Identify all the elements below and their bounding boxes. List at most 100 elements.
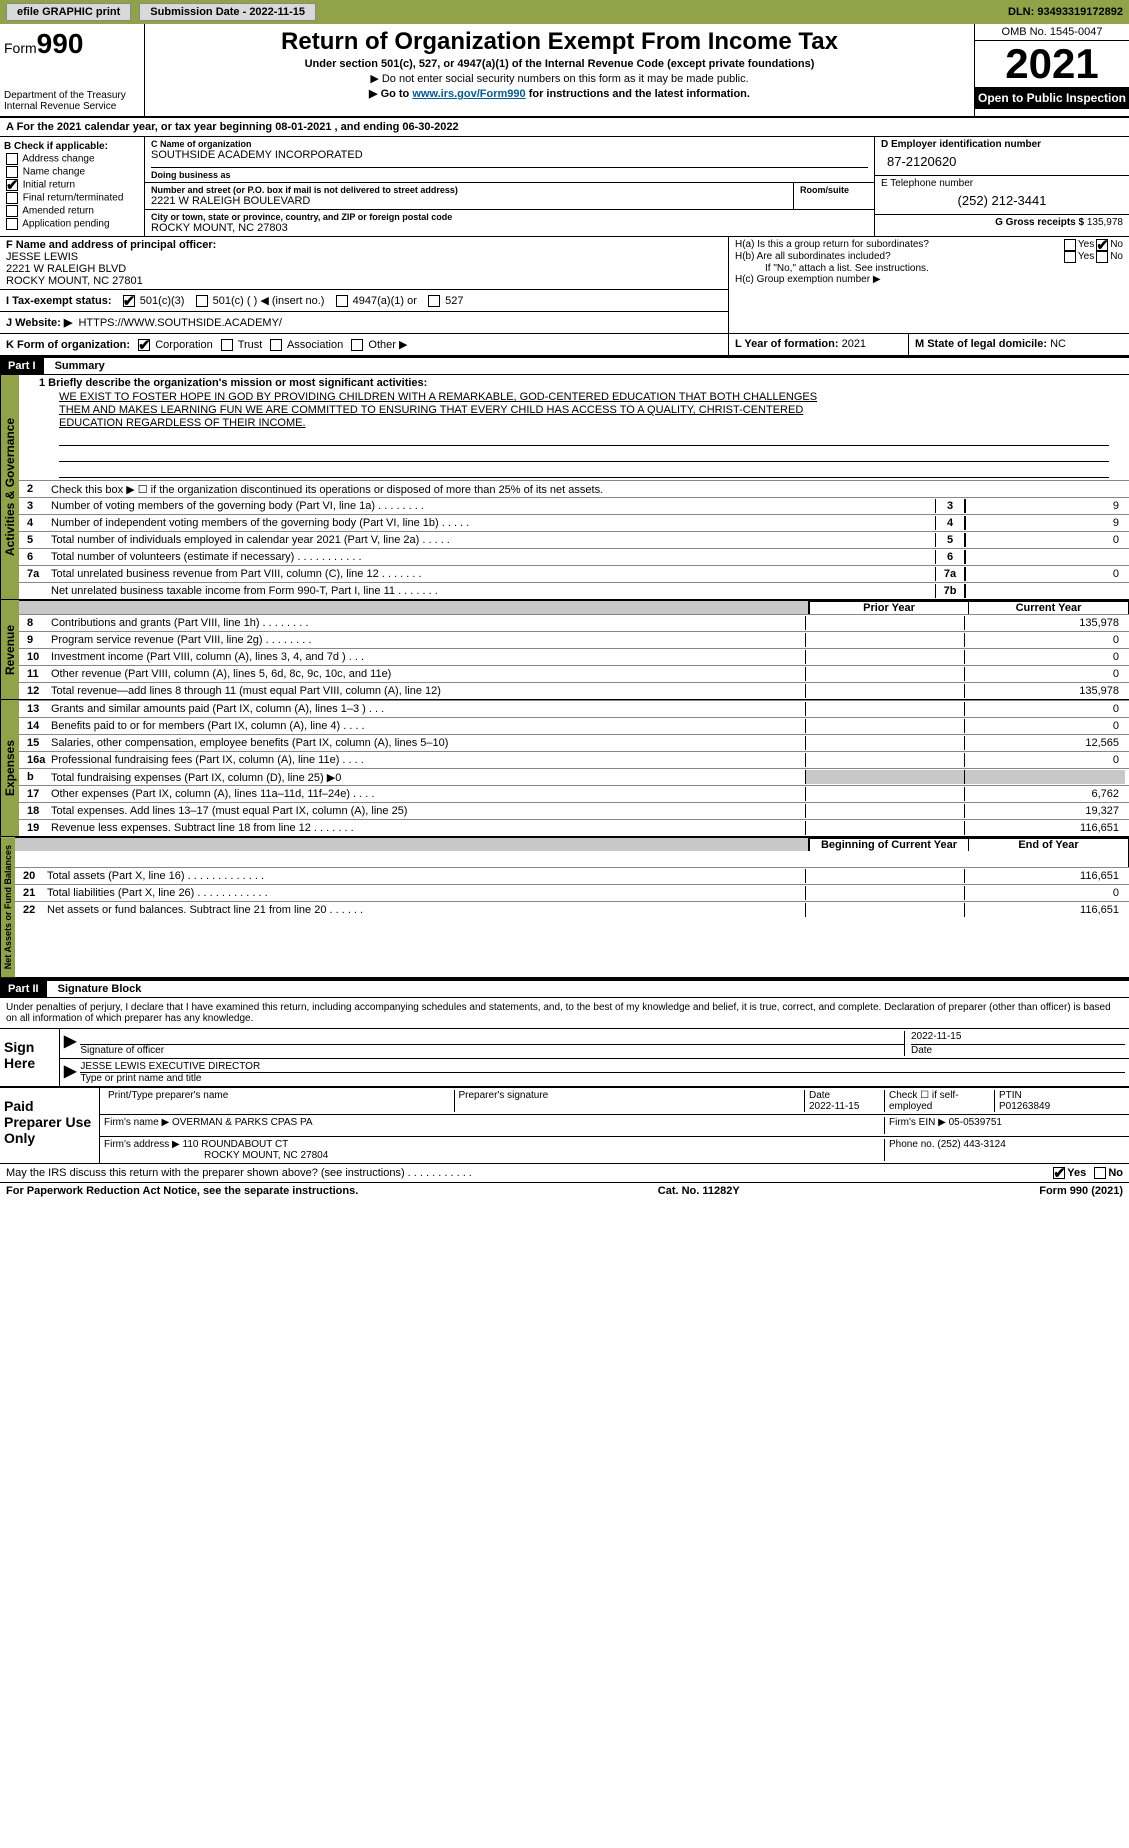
sig-officer-line: ▶ Signature of officer 2022-11-15 Date	[60, 1029, 1129, 1059]
domicile: NC	[1050, 338, 1066, 350]
hb-no[interactable]	[1096, 251, 1108, 263]
prep-sig-label: Preparer's signature	[459, 1090, 801, 1101]
website-value: HTTPS://WWW.SOUTHSIDE.ACADEMY/	[78, 317, 282, 329]
org-name: SOUTHSIDE ACADEMY INCORPORATED	[151, 149, 868, 161]
ck-trust[interactable]	[221, 339, 233, 351]
form-subtitle-3: ▶ Go to www.irs.gov/Form990 for instruct…	[155, 87, 964, 100]
line-9: 9Program service revenue (Part VIII, lin…	[19, 631, 1129, 648]
prep-date-label: Date	[809, 1090, 880, 1101]
form-title: Return of Organization Exempt From Incom…	[155, 28, 964, 56]
line-17: 17Other expenses (Part IX, column (A), l…	[19, 785, 1129, 802]
part2-title: Signature Block	[50, 981, 150, 997]
ptin-value: P01263849	[999, 1101, 1121, 1112]
city-value: ROCKY MOUNT, NC 27803	[151, 222, 868, 234]
officer-addr2: ROCKY MOUNT, NC 27801	[6, 275, 722, 287]
box-g: G Gross receipts $ 135,978	[875, 215, 1129, 230]
goto-pre: ▶ Go to	[369, 88, 412, 100]
fh-block: F Name and address of principal officer:…	[0, 237, 1129, 334]
part2-badge: Part II	[0, 981, 47, 997]
gov-line-7a: 7aTotal unrelated business revenue from …	[19, 565, 1129, 582]
phone-value: (252) 212-3441	[881, 189, 1123, 212]
efile-label: efile GRAPHIC print	[6, 3, 131, 21]
part1-title: Summary	[47, 358, 113, 374]
firm-name-label: Firm's name ▶	[104, 1117, 169, 1128]
form-num: 990	[37, 28, 84, 59]
org-name-sec: C Name of organization SOUTHSIDE ACADEMY…	[145, 137, 874, 183]
discuss-no[interactable]	[1094, 1167, 1106, 1179]
box-deg: D Employer identification number 87-2120…	[874, 137, 1129, 236]
sign-here-block: Sign Here ▶ Signature of officer 2022-11…	[0, 1028, 1129, 1086]
addr-label: Number and street (or P.O. box if mail i…	[151, 185, 787, 195]
footer: For Paperwork Reduction Act Notice, see …	[0, 1182, 1129, 1199]
dln: DLN: 93493319172892	[1008, 6, 1123, 18]
ck-assoc[interactable]	[270, 339, 282, 351]
ha-yes[interactable]	[1064, 239, 1076, 251]
room-label: Room/suite	[800, 185, 868, 195]
domicile-label: M State of legal domicile:	[915, 338, 1047, 350]
form-subtitle-1: Under section 501(c), 527, or 4947(a)(1)…	[155, 58, 964, 70]
dba-label: Doing business as	[151, 167, 868, 180]
header-right: OMB No. 1545-0047 2021 Open to Public In…	[974, 24, 1129, 116]
box-e: E Telephone number (252) 212-3441	[875, 176, 1129, 215]
website-label: J Website: ▶	[6, 317, 72, 329]
hb-yes[interactable]	[1064, 251, 1076, 263]
mission-text: WE EXIST TO FOSTER HOPE IN GOD BY PROVID…	[19, 389, 1129, 432]
ck-527[interactable]	[428, 295, 440, 307]
officer-addr1: 2221 W RALEIGH BLVD	[6, 263, 722, 275]
irs-link[interactable]: www.irs.gov/Form990	[412, 88, 525, 100]
discuss-label: May the IRS discuss this return with the…	[6, 1167, 1051, 1179]
line-21: 21Total liabilities (Part X, line 26) . …	[15, 884, 1129, 901]
line-20: 20Total assets (Part X, line 16) . . . .…	[15, 867, 1129, 884]
line-12: 12Total revenue—add lines 8 through 11 (…	[19, 682, 1129, 699]
ck-application-pending[interactable]: Application pending	[4, 218, 140, 230]
paid-preparer-block: Paid Preparer Use Only Print/Type prepar…	[0, 1086, 1129, 1163]
form-header: Form990 Department of the Treasury Inter…	[0, 24, 1129, 118]
ck-501c3[interactable]	[123, 295, 135, 307]
firm-name-row: Firm's name ▶ OVERMAN & PARKS CPAS PA Fi…	[100, 1115, 1129, 1137]
box-l: L Year of formation: 2021	[729, 334, 909, 355]
ck-final-return[interactable]: Final return/terminated	[4, 192, 140, 204]
tax-status-label: I Tax-exempt status:	[6, 295, 112, 307]
calendar-year-line: A For the 2021 calendar year, or tax yea…	[0, 118, 1129, 137]
ck-address-change[interactable]: Address change	[4, 153, 140, 165]
section-governance: Activities & Governance 1 Briefly descri…	[0, 375, 1129, 600]
ck-other[interactable]	[351, 339, 363, 351]
line-13: 13Grants and similar amounts paid (Part …	[19, 700, 1129, 717]
ck-corp[interactable]	[138, 339, 150, 351]
ck-amended[interactable]: Amended return	[4, 205, 140, 217]
ha-label: H(a) Is this a group return for subordin…	[735, 239, 1062, 251]
ck-name-change[interactable]: Name change	[4, 166, 140, 178]
submission-date: Submission Date - 2022-11-15	[139, 3, 316, 21]
hdr-prior-year: Prior Year	[809, 601, 969, 614]
perjury-declaration: Under penalties of perjury, I declare th…	[0, 998, 1129, 1028]
box-b-title: B Check if applicable:	[4, 141, 140, 152]
open-to-public: Open to Public Inspection	[975, 87, 1129, 109]
form-org-label: K Form of organization:	[6, 339, 130, 351]
preparer-row1: Print/Type preparer's name Preparer's si…	[100, 1088, 1129, 1115]
blank-line-2	[59, 448, 1109, 462]
box-b: B Check if applicable: Address change Na…	[0, 137, 145, 236]
gov-line-3: 3Number of voting members of the governi…	[19, 497, 1129, 514]
box-h: H(a) Is this a group return for subordin…	[729, 237, 1129, 333]
gross-value: 135,978	[1087, 217, 1123, 228]
blank-line-3	[59, 464, 1109, 478]
identity-block: B Check if applicable: Address change Na…	[0, 137, 1129, 237]
box-i: I Tax-exempt status: 501(c)(3) 501(c) ( …	[0, 290, 728, 312]
part1-badge: Part I	[0, 358, 44, 374]
mission-l3: EDUCATION REGARDLESS OF THEIR INCOME.	[59, 417, 1109, 429]
firm-phone-label: Phone no.	[889, 1139, 935, 1150]
ck-4947[interactable]	[336, 295, 348, 307]
sign-here-label: Sign Here	[0, 1029, 60, 1086]
ha-no[interactable]	[1096, 239, 1108, 251]
ck-initial-return[interactable]: Initial return	[4, 179, 140, 191]
discuss-row: May the IRS discuss this return with the…	[0, 1163, 1129, 1182]
firm-ein: 05-0539751	[949, 1117, 1002, 1128]
city-label: City or town, state or province, country…	[151, 212, 868, 222]
discuss-yes[interactable]	[1053, 1167, 1065, 1179]
hb-label: H(b) Are all subordinates included?	[735, 251, 1062, 263]
ptin-label: PTIN	[999, 1090, 1121, 1101]
date-label: Date	[911, 1045, 1125, 1056]
line-18: 18Total expenses. Add lines 13–17 (must …	[19, 802, 1129, 819]
city-sec: City or town, state or province, country…	[145, 210, 874, 236]
ck-501c[interactable]	[196, 295, 208, 307]
